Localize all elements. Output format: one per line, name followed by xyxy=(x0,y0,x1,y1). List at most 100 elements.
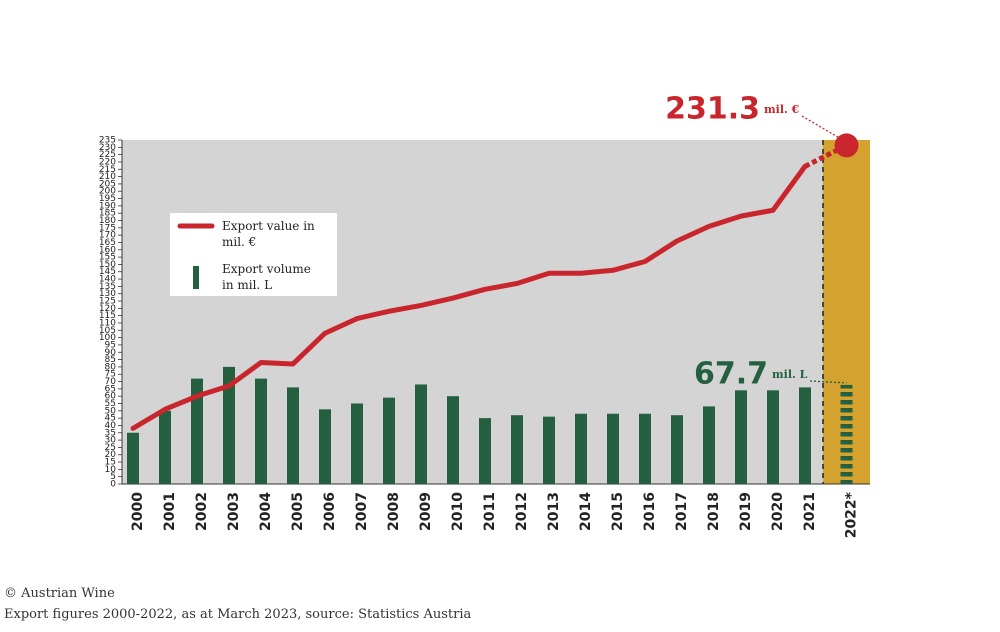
value-label-unit: mil. € xyxy=(764,103,800,116)
legend-label: Export value in mil. € xyxy=(222,219,315,249)
callout-line xyxy=(801,115,839,138)
x-tick-label: 2022* xyxy=(844,491,860,538)
y-tick-label: 25 xyxy=(105,443,116,453)
y-tick-label: 125 xyxy=(99,297,116,307)
y-tick-label: 235 xyxy=(99,136,116,146)
y-tick-label: 85 xyxy=(105,355,116,365)
y-tick-label: 5 xyxy=(110,472,116,482)
y-tick-label: 150 xyxy=(99,260,116,270)
y-tick-label: 230 xyxy=(99,143,116,153)
bar xyxy=(671,415,683,484)
legend-bar-key xyxy=(193,266,199,289)
y-tick-label: 100 xyxy=(99,333,116,343)
bar xyxy=(479,418,491,484)
bar xyxy=(159,410,171,484)
bar xyxy=(223,366,235,484)
y-tick-label: 180 xyxy=(99,216,116,226)
y-tick-label: 20 xyxy=(105,450,117,460)
bar xyxy=(735,390,747,484)
y-tick-label: 160 xyxy=(99,245,116,255)
y-tick-label: 170 xyxy=(99,231,116,241)
bar xyxy=(287,387,299,484)
x-tick-label: 2002 xyxy=(194,492,210,531)
y-tick-label: 70 xyxy=(105,377,117,387)
y-tick-label: 0 xyxy=(110,480,116,490)
y-tick-label: 220 xyxy=(99,157,116,167)
y-tick-label: 80 xyxy=(105,362,117,372)
y-tick-label: 40 xyxy=(105,421,117,431)
y-tick-label: 195 xyxy=(99,194,116,204)
x-tick-label: 2004 xyxy=(258,492,274,531)
y-tick-label: 10 xyxy=(105,465,117,475)
y-tick-label: 225 xyxy=(99,150,116,160)
x-tick-label: 2019 xyxy=(738,492,754,531)
y-tick-label: 90 xyxy=(105,348,117,358)
y-tick-label: 75 xyxy=(105,370,116,380)
y-tick-label: 55 xyxy=(105,399,116,409)
x-tick-label: 2001 xyxy=(162,492,178,531)
bar xyxy=(383,397,395,484)
legend-keys xyxy=(177,223,215,289)
x-tick-label: 2020 xyxy=(770,492,786,531)
y-tick-label: 205 xyxy=(99,179,116,189)
x-tick-label: 2012 xyxy=(514,492,530,531)
bar xyxy=(447,396,459,484)
legend: Export value in mil. € Export volume in … xyxy=(170,213,337,296)
copyright: © Austrian Wine xyxy=(4,586,115,601)
y-tick-label: 185 xyxy=(99,209,116,219)
value-label-unit: mil. L xyxy=(772,368,808,381)
y-tick-label: 145 xyxy=(99,267,116,277)
bar xyxy=(255,378,267,484)
x-tick-label: 2016 xyxy=(642,492,658,531)
bar xyxy=(607,413,619,484)
y-tick-label: 120 xyxy=(99,304,116,314)
y-tick-label: 210 xyxy=(99,172,116,182)
bar xyxy=(351,403,363,484)
x-tick-label: 2013 xyxy=(546,492,562,531)
y-tick-label: 60 xyxy=(105,392,117,402)
x-tick-label: 2010 xyxy=(450,492,466,531)
y-tick-label: 45 xyxy=(105,414,116,424)
y-tick-label: 165 xyxy=(99,238,116,248)
bar xyxy=(543,416,555,484)
bar xyxy=(511,415,523,484)
y-tick-label: 30 xyxy=(105,436,117,446)
value-label: 67.7 xyxy=(694,357,768,392)
y-tick-label: 215 xyxy=(99,165,116,175)
bar xyxy=(767,390,779,484)
y-tick-label: 140 xyxy=(99,275,116,285)
x-tick-label: 2009 xyxy=(418,492,434,531)
value-label: 231.3 xyxy=(665,92,760,127)
x-tick-label: 2008 xyxy=(386,492,402,531)
y-tick-label: 130 xyxy=(99,289,116,299)
bar xyxy=(840,384,853,484)
y-tick-label: 65 xyxy=(105,384,116,394)
x-tick-label: 2014 xyxy=(578,492,594,531)
bar xyxy=(319,409,331,484)
bar xyxy=(127,432,139,484)
x-tick-label: 2000 xyxy=(130,492,146,531)
y-tick-label: 50 xyxy=(105,406,117,416)
x-tick-label: 2017 xyxy=(674,492,690,531)
y-tick-label: 110 xyxy=(99,318,116,328)
x-tick-label: 2005 xyxy=(290,492,306,531)
source-note: Export figures 2000-2022, as at March 20… xyxy=(4,607,472,622)
bar xyxy=(415,384,427,484)
x-tick-label: 2003 xyxy=(226,492,242,531)
value-point xyxy=(834,133,859,158)
bar xyxy=(703,406,715,484)
legend-label: Export volume in mil. L xyxy=(222,262,311,292)
y-tick-label: 175 xyxy=(99,223,116,233)
bar xyxy=(575,413,587,484)
x-tick-label: 2018 xyxy=(706,492,722,531)
y-tick-label: 155 xyxy=(99,253,116,263)
y-tick-label: 105 xyxy=(99,326,116,336)
y-tick-label: 135 xyxy=(99,282,116,292)
x-tick-label: 2015 xyxy=(610,492,626,531)
x-tick-label: 2007 xyxy=(354,492,370,531)
bar xyxy=(799,387,811,484)
x-tick-label: 2006 xyxy=(322,492,338,531)
x-tick-label: 2021 xyxy=(802,492,818,531)
